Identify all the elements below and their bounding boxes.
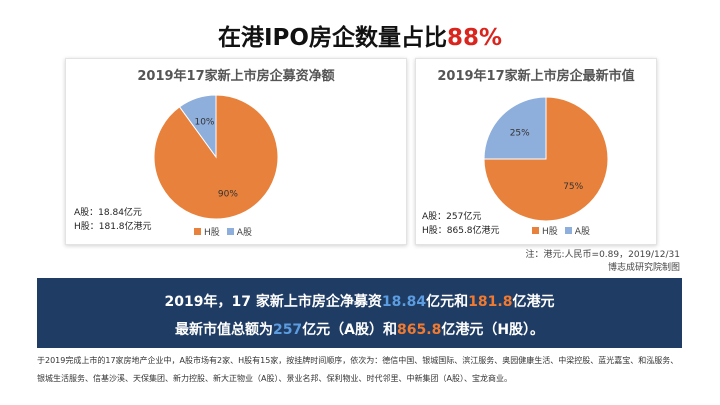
note-a: A股：18.84亿元: [74, 208, 142, 218]
chart-panel-market-value: 2019年17家新上市房企最新市值 75% 25% A股：257亿元 H股：86…: [415, 58, 657, 245]
note-a: A股：257亿元: [422, 212, 482, 222]
legend-label-h: H股: [204, 228, 220, 238]
chart-title: 2019年17家新上市房企最新市值: [437, 69, 635, 84]
slice-label-a: 25%: [510, 129, 530, 139]
legend-swatch-h: [532, 227, 539, 234]
banner-text: 亿元（A股）和: [302, 322, 398, 338]
pie-chart-market-value: 75% 25%: [483, 96, 609, 222]
legend-label-h: H股: [542, 227, 558, 237]
headline: 在港IPO房企数量占比88%: [0, 18, 720, 52]
legend-label-a: A股: [236, 228, 252, 238]
banner-text: 亿港元: [512, 294, 555, 310]
pie-slice-a: [178, 94, 217, 159]
legend: H股 A股: [532, 224, 590, 237]
banner-text: 亿港元（H股）。: [441, 322, 545, 338]
banner-value-a: 18.84: [381, 294, 427, 310]
banner-value-h: 181.8: [468, 294, 513, 310]
banner-text: 亿元和: [426, 294, 469, 310]
chart-panel-fundraising: 2019年17家新上市房企募资净额 90% 10% A股：18.84亿元 H股：…: [65, 58, 407, 245]
banner-line-1: 2019年，17 家新上市房企净募资18.84亿元和181.8亿港元: [37, 291, 682, 311]
banner-text: 2019年，17 家新上市房企净募资: [164, 294, 382, 310]
footnote: 于2019完成上市的17家房地产企业中，A股市场有2家、H股有15家，按挂牌时间…: [37, 356, 679, 383]
slice-label-h: 75%: [563, 182, 583, 192]
headline-accent: 88%: [446, 25, 503, 51]
pie-chart-fundraising: 90% 10%: [153, 94, 279, 220]
legend: H股 A股: [194, 225, 252, 238]
summary-banner: 2019年，17 家新上市房企净募资18.84亿元和181.8亿港元 最新市值总…: [37, 278, 682, 348]
legend-swatch-h: [194, 228, 201, 235]
slice-label-h: 90%: [218, 190, 238, 200]
legend-label-a: A股: [574, 227, 590, 237]
legend-swatch-a: [226, 228, 234, 235]
source-credit: 博志成研究院制图: [607, 263, 680, 273]
source-note: 注：港元:人民币=0.89，2019/12/31: [525, 250, 681, 260]
chart-title: 2019年17家新上市房企募资净额: [137, 69, 335, 84]
headline-text: 在港IPO房企数量占比: [217, 25, 447, 51]
note-h: H股：865.8亿港元: [422, 226, 500, 236]
banner-text: 最新市值总额为: [174, 322, 273, 338]
note-h: H股：181.8亿港元: [74, 222, 152, 232]
banner-value-a: 257: [272, 322, 303, 338]
pie-slice-a: [483, 96, 547, 160]
legend-swatch-a: [564, 227, 572, 234]
banner-line-2: 最新市值总额为257亿元（A股）和865.8亿港元（H股）。: [37, 319, 682, 339]
slice-label-a: 10%: [194, 118, 214, 128]
banner-value-h: 865.8: [397, 322, 442, 338]
